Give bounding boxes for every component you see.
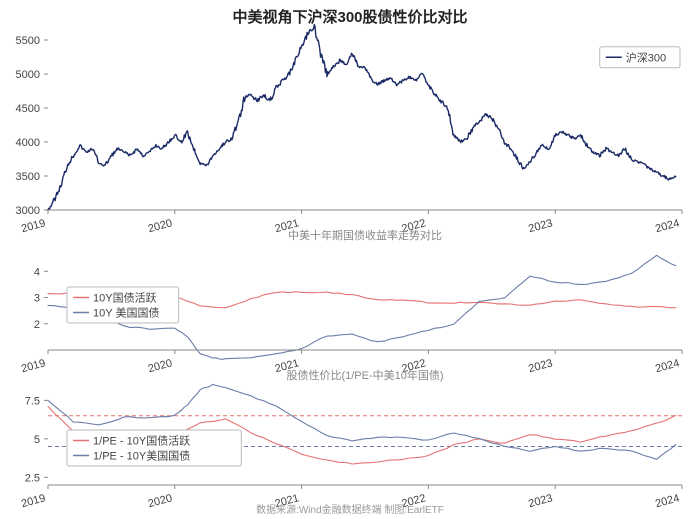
panel-top-ytick: 3000 xyxy=(16,205,40,217)
panel-top-ytick: 4500 xyxy=(16,103,40,115)
panel-bot-subtitle: 股债性价比(1/PE-中美10年国债) xyxy=(286,368,443,382)
panel-bot-ytick: 5 xyxy=(34,434,40,446)
panel-top-ytick: 5500 xyxy=(16,35,40,47)
legend-label: 1/PE - 10Y国债活跃 xyxy=(93,434,190,448)
panel-top-ytick: 5000 xyxy=(16,69,40,81)
panel-mid-ytick: 3 xyxy=(34,293,40,305)
legend-label: 10Y 美国国债 xyxy=(93,306,159,320)
panel-mid-subtitle: 中美十年期国债收益率走势对比 xyxy=(288,228,442,242)
panel-mid-ytick: 4 xyxy=(34,266,40,278)
chart-title: 中美视角下沪深300股债性价比对比 xyxy=(232,8,467,26)
panel-top-ytick: 3500 xyxy=(16,171,40,183)
multi-panel-chart: 中美视角下沪深300股债性价比对比 3000 3500 4000 4500 5000 550… xyxy=(0,0,700,519)
panel-bot-ytick: 2.5 xyxy=(25,472,40,484)
panel-top-ytick: 4000 xyxy=(16,137,40,149)
panel-bot-ytick: 7.5 xyxy=(25,395,40,407)
panel-mid-ytick: 2 xyxy=(34,319,40,331)
legend-label: 1/PE - 10Y美国国债 xyxy=(93,449,190,463)
chart-footer: 数据来源:Wind金融数据终端 制图:EarlETF xyxy=(256,503,444,516)
legend-label: 沪深300 xyxy=(626,50,666,64)
legend-label: 10Y国债活跃 xyxy=(93,291,157,305)
